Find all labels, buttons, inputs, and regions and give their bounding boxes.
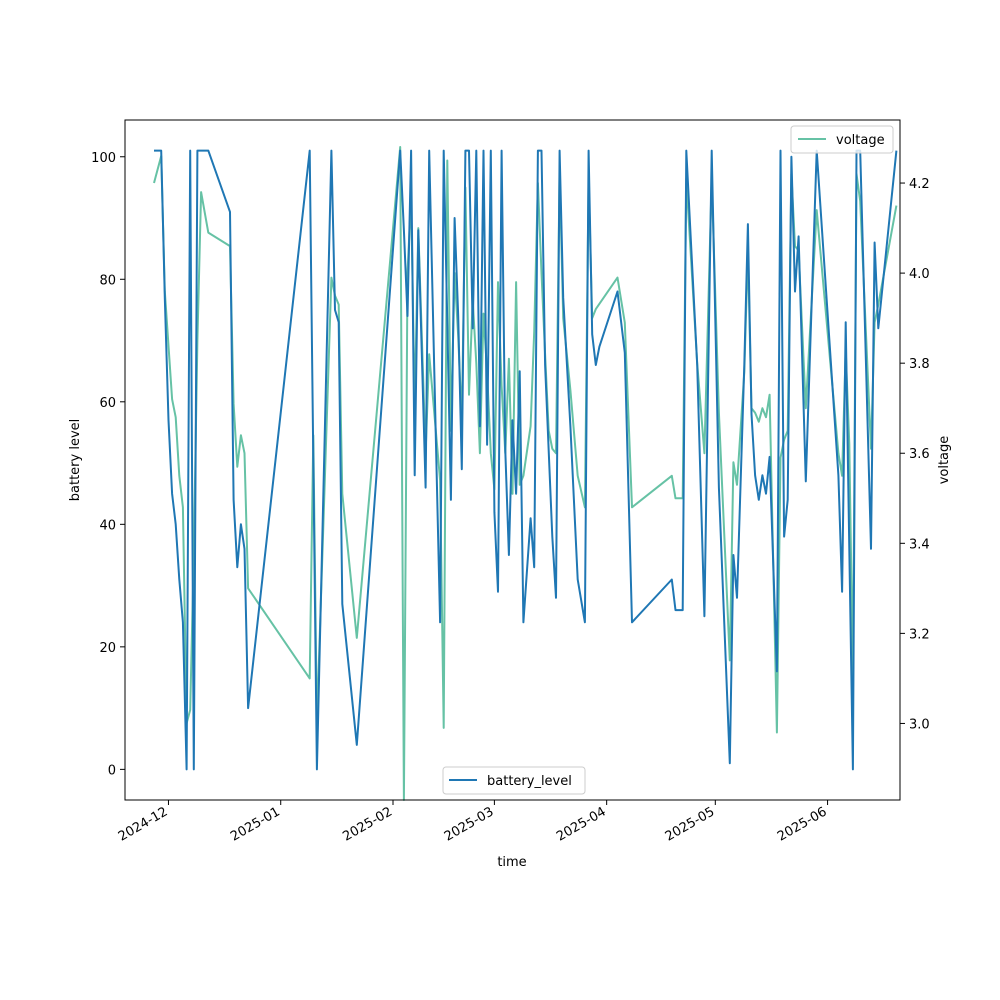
y-axis-right: 3.0 3.2 3.4 3.6 3.8 4.0 4.2 [900, 177, 930, 732]
legend-battery-level: battery_level [442, 766, 586, 795]
y-axis-left: 0 20 40 60 80 100 [91, 151, 125, 778]
legend-voltage: voltage [790, 125, 894, 154]
y2-tick-label: 3.4 [909, 537, 930, 552]
y-tick-label: 0 [108, 763, 116, 778]
y-tick-label: 40 [99, 518, 116, 533]
y-tick-label: 20 [99, 641, 116, 656]
y2-tick-label: 3.8 [909, 357, 930, 372]
y-tick-label: 100 [91, 151, 116, 166]
x-axis-label: time [497, 855, 526, 870]
legend-voltage-box [790, 125, 894, 154]
plot-frame [124, 119, 901, 801]
legend-battery-level-label: battery_level [487, 774, 572, 789]
legend-battery-level-box [442, 766, 586, 795]
series-layer [153, 146, 898, 801]
y2-tick-label: 3.6 [909, 447, 930, 462]
y-axis-label: battery level [68, 419, 83, 502]
y2-tick-label: 3.2 [909, 627, 930, 642]
y2-tick-label: 3.0 [909, 717, 930, 732]
y2-axis-label: voltage [937, 436, 952, 485]
y2-tick-label: 4.0 [909, 267, 930, 282]
y-tick-label: 60 [99, 396, 116, 411]
y-tick-label: 80 [99, 273, 116, 288]
y2-tick-label: 4.2 [909, 177, 930, 192]
legend-voltage-label: voltage [836, 133, 885, 148]
series-line-battery-level [154, 149, 898, 771]
